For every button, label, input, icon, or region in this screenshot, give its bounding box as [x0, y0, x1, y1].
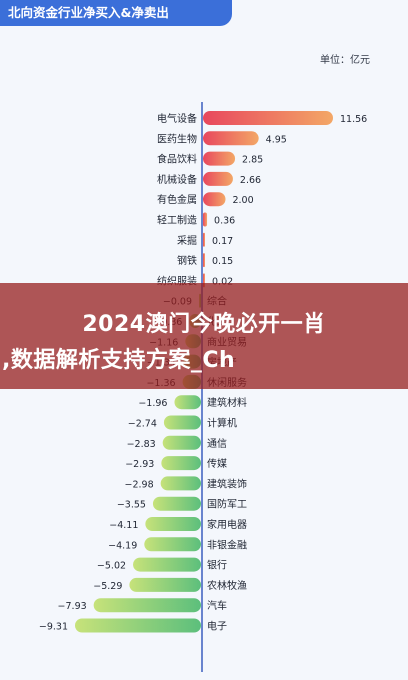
category-label: 汽车 [207, 599, 227, 612]
category-label: 国防军工 [207, 498, 247, 511]
category-label: 建筑材料 [207, 396, 247, 409]
bar [163, 415, 201, 430]
value-label: 2.00 [232, 195, 253, 206]
category-label: 家用电器 [207, 518, 247, 531]
bar [203, 171, 233, 186]
value-label: 0.02 [212, 276, 233, 287]
bar [203, 253, 205, 268]
value-label: 2.66 [240, 175, 261, 186]
bar [129, 577, 201, 592]
bar [161, 456, 201, 471]
bar [160, 476, 201, 491]
category-label: 轻工制造 [157, 214, 197, 227]
unit-label: 单位：亿元 [320, 55, 370, 66]
overlay-banner [0, 283, 408, 389]
category-label: 传媒 [207, 458, 227, 470]
bar [93, 598, 201, 613]
bar [203, 151, 236, 166]
value-label: 0.15 [212, 256, 233, 267]
value-label: −1.96 [138, 398, 167, 409]
value-label: −4.19 [108, 540, 137, 551]
category-label: 通信 [207, 438, 227, 450]
category-label: 食品饮料 [157, 153, 197, 166]
category-label: 医药生物 [157, 132, 197, 145]
bar [162, 435, 201, 450]
category-label: 电气设备 [157, 112, 197, 125]
value-label: −9.31 [39, 622, 68, 633]
category-label: 钢铁 [177, 254, 197, 267]
value-label: −5.29 [93, 581, 122, 592]
category-label: 非银金融 [207, 538, 247, 551]
value-label: −2.98 [125, 479, 154, 490]
value-label: 0.36 [214, 216, 235, 227]
value-label: −5.02 [97, 561, 126, 572]
bar [203, 192, 226, 207]
overlay-headline: 2024澳门今晚必开一肖 [82, 312, 326, 337]
category-label: 有色金属 [157, 193, 197, 206]
value-label: −2.74 [128, 419, 157, 430]
category-label: 电子 [207, 620, 227, 633]
bar [145, 517, 201, 531]
value-label: 11.56 [340, 114, 367, 125]
category-label: 建筑装饰 [207, 477, 247, 490]
category-label: 采掘 [177, 234, 197, 247]
bar [203, 131, 259, 146]
category-label: 农林牧渔 [207, 579, 247, 592]
value-label: 2.85 [242, 155, 263, 166]
bar [203, 212, 208, 227]
bar [75, 618, 201, 633]
category-label: 计算机 [207, 417, 237, 430]
bar [174, 395, 201, 410]
overlay-subheadline: ,数据解析支持方案_Ch [2, 348, 236, 373]
bar [203, 232, 205, 247]
bar [144, 537, 201, 552]
chart-title: 北向资金行业净买入&净卖出 [0, 0, 232, 26]
value-label: −7.93 [58, 601, 87, 612]
bar [152, 496, 201, 511]
bar [203, 111, 333, 125]
value-label: −2.83 [127, 439, 156, 450]
value-label: −4.11 [109, 520, 138, 531]
bar [133, 557, 201, 572]
value-label: −2.93 [125, 459, 154, 470]
category-label: 银行 [207, 559, 227, 572]
value-label: 0.17 [212, 236, 233, 247]
value-label: −3.55 [117, 500, 146, 511]
category-label: 机械设备 [157, 173, 197, 186]
value-label: 4.95 [266, 134, 287, 145]
